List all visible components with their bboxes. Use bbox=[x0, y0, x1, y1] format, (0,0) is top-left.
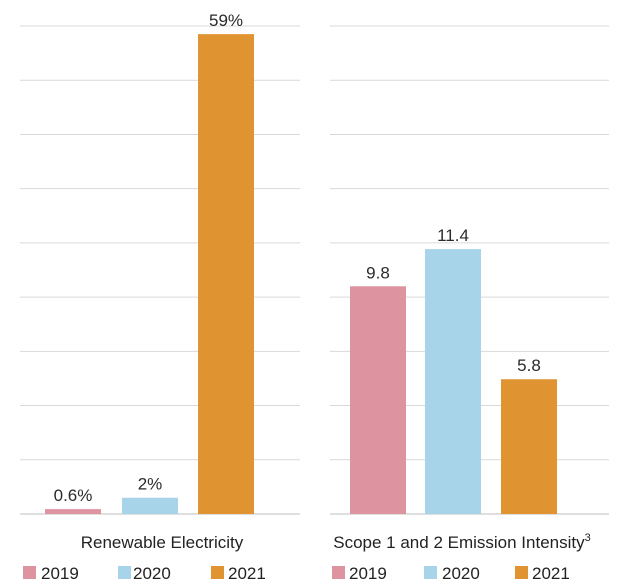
legend-2: 2019 2020 2021 bbox=[332, 564, 570, 583]
legend-1: 2019 2020 2021 bbox=[23, 564, 266, 583]
data-label-2020: 2% bbox=[138, 475, 163, 494]
bar-2020 bbox=[425, 249, 481, 515]
legend-label-2021: 2021 bbox=[228, 564, 266, 583]
legend-swatch-2020 bbox=[118, 566, 131, 579]
legend-label-2020: 2020 bbox=[442, 564, 480, 583]
legend-swatch-2021 bbox=[211, 566, 224, 579]
data-label-2021: 5.8 bbox=[517, 356, 541, 375]
chart-title: Renewable Electricity bbox=[81, 533, 244, 552]
bar-2019 bbox=[350, 286, 406, 514]
legend-swatch-2020 bbox=[424, 566, 437, 579]
data-label-2020: 11.4 bbox=[437, 226, 469, 245]
chart-title: Scope 1 and 2 Emission Intensity3 bbox=[333, 532, 591, 552]
legend-swatch-2019 bbox=[332, 566, 345, 579]
data-label-2021: 59% bbox=[209, 11, 243, 30]
legend-label-2020: 2020 bbox=[133, 564, 171, 583]
legend-label-2021: 2021 bbox=[532, 564, 570, 583]
legend-label-2019: 2019 bbox=[349, 564, 387, 583]
bar-2021 bbox=[198, 34, 254, 515]
legend-label-2019: 2019 bbox=[41, 564, 79, 583]
data-label-2019: 0.6% bbox=[54, 486, 93, 505]
bar-2021 bbox=[501, 379, 557, 514]
bar-2020 bbox=[122, 497, 178, 514]
chart-2: 9.8 11.4 5.8 Scope 1 and 2 Emission Intensi… bbox=[330, 25, 609, 583]
chart-title-superscript: 3 bbox=[585, 532, 591, 544]
legend-swatch-2021 bbox=[515, 566, 528, 579]
legend-swatch-2019 bbox=[23, 566, 36, 579]
bar-2019 bbox=[45, 509, 101, 514]
data-label-2019: 9.8 bbox=[366, 263, 390, 282]
